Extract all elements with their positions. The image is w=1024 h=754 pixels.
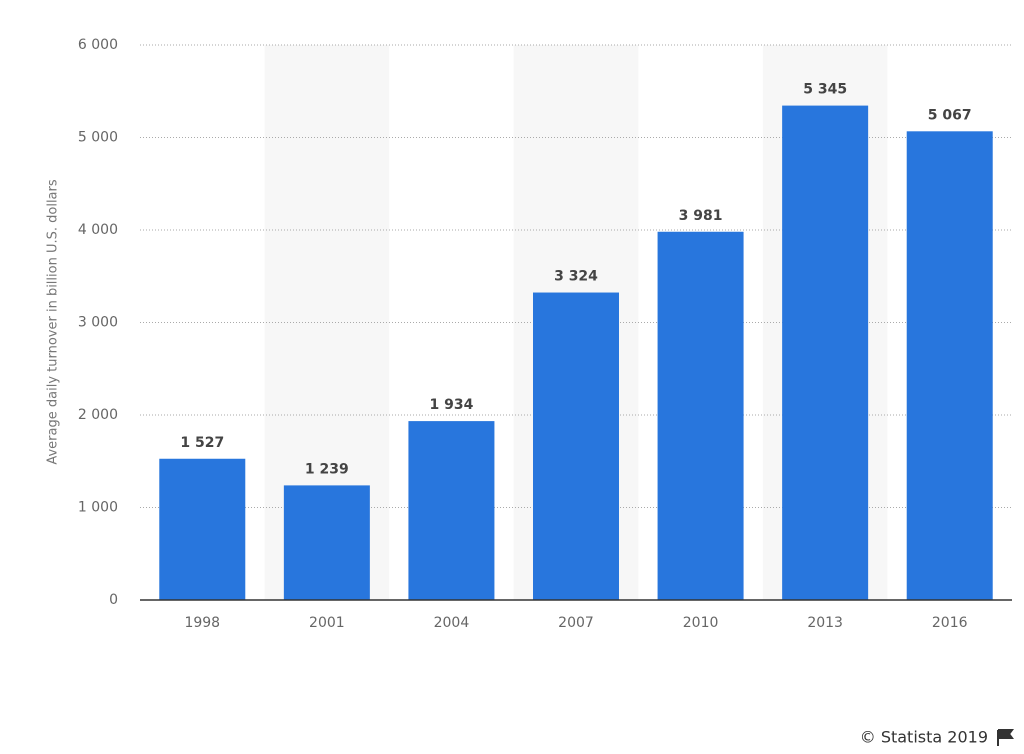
credit: © Statista 2019	[860, 728, 988, 747]
bar	[533, 292, 619, 600]
x-tick-label: 2004	[434, 615, 470, 631]
bar	[159, 458, 246, 600]
x-tick-label: 2007	[558, 615, 594, 631]
bar	[906, 131, 993, 601]
y-tick-label: 5 000	[78, 130, 118, 146]
x-tick-label: 1998	[184, 615, 220, 631]
y-tick-label: 4 000	[78, 222, 118, 238]
y-tick-label: 1 000	[78, 500, 118, 516]
value-label: 5 345	[803, 82, 847, 98]
bar	[657, 231, 744, 600]
flag-icon	[997, 729, 1014, 746]
value-label: 3 981	[679, 208, 723, 224]
x-tick-label: 2016	[932, 615, 968, 631]
y-tick-label: 2 000	[78, 407, 118, 423]
x-tick-label: 2001	[309, 615, 345, 631]
x-tick-label: 2013	[807, 615, 843, 631]
value-label: 5 067	[928, 107, 972, 123]
value-label: 1 934	[430, 397, 474, 413]
bar	[408, 421, 495, 600]
x-tick-label: 2010	[683, 615, 719, 631]
y-tick-label: 6 000	[78, 37, 118, 53]
bar	[782, 105, 869, 601]
value-label: 1 527	[180, 435, 224, 451]
y-tick-label: 0	[109, 592, 118, 608]
bar	[283, 485, 370, 600]
y-tick-label: 3 000	[78, 315, 118, 331]
y-axis-label: Average daily turnover in billion U.S. d…	[46, 179, 61, 465]
value-label: 1 239	[305, 461, 349, 477]
value-label: 3 324	[554, 269, 598, 285]
